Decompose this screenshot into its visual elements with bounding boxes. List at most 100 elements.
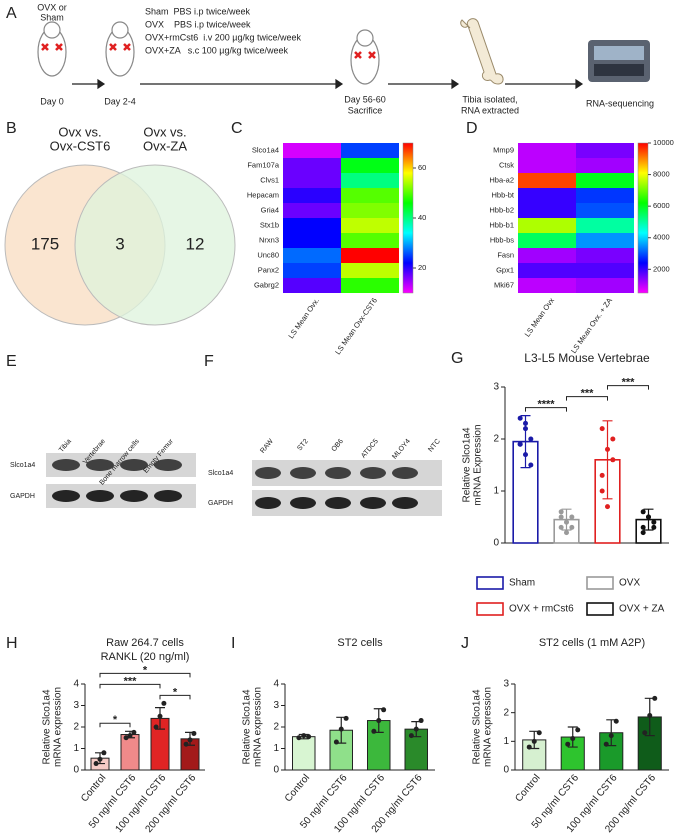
blot-band [52,459,80,471]
row-label: Panx2 [258,265,279,274]
heat-cell [518,158,576,173]
lane-label: OB6 [331,438,345,453]
y-tick-label: 3 [73,700,79,711]
data-point [640,524,646,530]
data-point [161,700,167,706]
heat-cell [341,263,399,278]
legend-swatch [586,602,614,616]
data-point [640,509,646,515]
y-tick-label: 0 [493,538,499,549]
data-point [517,415,523,421]
data-point [523,420,528,426]
data-point [640,530,646,536]
panel-label: H [6,635,18,652]
data-point [127,733,133,739]
y-tick-label: 2 [73,722,79,733]
data-point [333,739,339,745]
y-tick-label: 3 [273,700,279,711]
legend-label: OVX + ZA [619,604,665,615]
data-point [564,519,569,525]
heat-cell [518,248,576,263]
blot-band [360,497,386,509]
blot-band [86,459,114,471]
heat-cell [576,233,634,248]
heat-cell [283,203,341,218]
lane-label: RAW [259,438,275,455]
heat-cell [576,188,634,203]
significance-bracket [566,396,608,401]
data-point [528,436,534,442]
data-point [523,426,528,432]
venn-count: 3 [115,234,124,253]
heat-cell [576,278,634,293]
heat-cell [341,158,399,173]
data-point [187,737,193,743]
legend-label: Sham [509,578,535,589]
row-label: Nrxn3 [259,235,279,244]
lane-label: ST2 [296,438,310,452]
heat-cell [576,143,634,158]
column-label: LS Mean Ovx. + ZA [569,296,614,355]
data-point [570,735,576,741]
row-label: Gabrg2 [254,280,279,289]
column-label: LS Mean Ovx [523,296,557,339]
data-point [536,730,542,736]
colorbar [402,142,414,294]
colorbar-tick-label: 8000 [653,170,670,179]
panel-label: E [6,353,17,370]
y-tick-label: 0 [503,765,509,776]
data-point [343,715,349,721]
day-label: Sacrifice [348,105,383,115]
blot-band [120,490,148,502]
y-tick-label: 0 [273,765,279,776]
chart-title: ST2 cells [337,637,383,649]
colorbar-tick-label: 6000 [653,201,670,210]
data-point [608,733,614,739]
blot-band [392,467,418,479]
colorbar-tick-label: 40 [418,213,426,222]
step-label: RNA-sequencing [586,98,654,108]
data-point [569,514,575,520]
heat-cell [518,203,576,218]
data-point [652,695,658,701]
bone [460,18,504,85]
legend-swatch [586,576,614,590]
set-name: Ovx-CST6 [50,138,111,153]
row-label: Hbb-bs [490,235,514,244]
blot-band [86,490,114,502]
treatment: Sham PBS i.p twice/week [145,6,251,16]
set-name: Ovx vs. [143,124,186,139]
data-point [157,713,163,719]
blot-band [154,490,182,502]
data-point [610,457,616,463]
data-point [642,730,648,736]
heat-cell [283,278,341,293]
set-name: Ovx vs. [58,124,101,139]
heat-cell [283,188,341,203]
data-point [526,744,532,750]
mouse [37,21,380,85]
y-tick-label: 4 [73,679,79,690]
colorbar-tick-label: 2000 [653,264,670,273]
data-point [97,756,103,762]
row-label: Gria4 [261,205,279,214]
heat-cell [576,218,634,233]
data-point [517,441,523,447]
data-point [371,728,377,734]
legend-label: OVX + rmCst6 [509,604,574,615]
error-bar [561,508,572,531]
treatment: OVX+rmCst6 i.v 200 µg/kg twice/week [145,32,301,42]
panel-label: J [461,635,469,652]
heat-cell [341,173,399,188]
treatment: OVX PBS i.p twice/week [145,19,251,29]
row-label: Mki67 [494,280,514,289]
row-label: Hbb-b1 [489,220,514,229]
panel-label: B [6,120,17,137]
colorbar-tick-label: 20 [418,263,426,272]
day-label: Day 0 [40,96,64,106]
colorbar [637,142,649,294]
heat-cell [283,263,341,278]
x-tick-label: Control [79,773,108,805]
data-point [338,726,344,732]
